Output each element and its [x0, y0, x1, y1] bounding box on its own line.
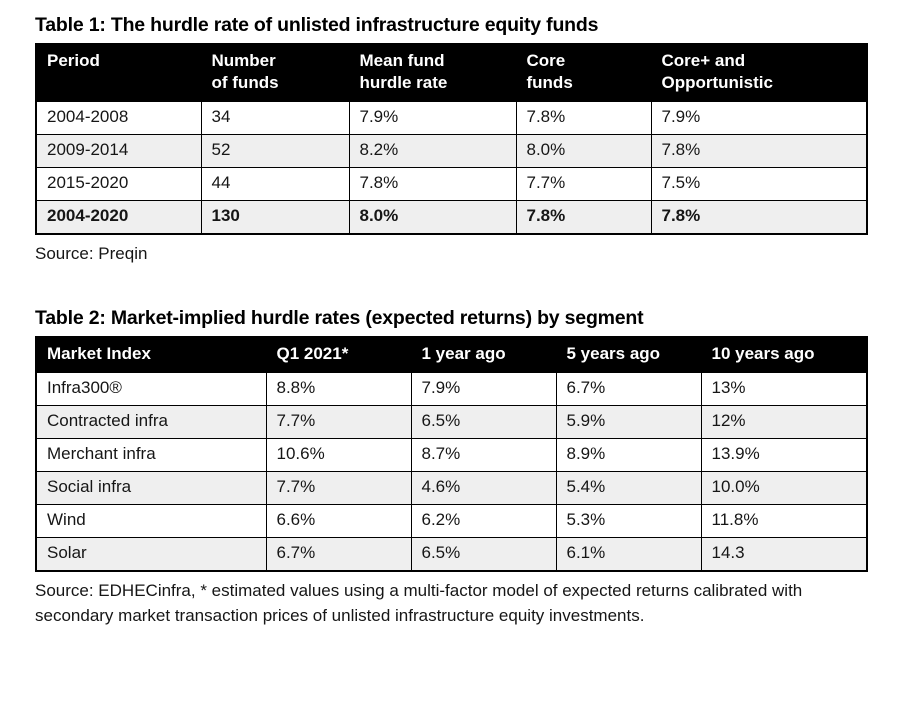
table-cell: Solar	[35, 536, 267, 572]
table-cell: 8.2%	[348, 134, 517, 169]
table-cell: 14.3	[700, 536, 868, 572]
table-cell: Contracted infra	[35, 404, 267, 439]
table-cell: 7.8%	[515, 200, 652, 235]
table-cell: 52	[200, 134, 350, 169]
table-cell: 10.0%	[700, 470, 868, 505]
column-header-q1-2021: Q1 2021*	[265, 336, 412, 373]
table-row: Solar 6.7% 6.5% 6.1% 14.3	[35, 536, 868, 572]
table-row: 2015-2020 44 7.8% 7.7% 7.5%	[35, 167, 868, 202]
table-cell: 130	[200, 200, 350, 235]
table-cell: Merchant infra	[35, 437, 267, 472]
table-cell: 4.6%	[410, 470, 557, 505]
table-cell: 6.7%	[555, 371, 702, 406]
document: Table 1: The hurdle rate of unlisted inf…	[35, 14, 868, 628]
section-divider-space	[35, 267, 866, 307]
table-row: Wind 6.6% 6.2% 5.3% 11.8%	[35, 503, 868, 538]
table-cell: 8.8%	[265, 371, 412, 406]
table-cell: 6.6%	[265, 503, 412, 538]
table-cell: 2004-2020	[35, 200, 202, 235]
table-cell: 7.9%	[650, 101, 868, 136]
table-cell: 2015-2020	[35, 167, 202, 202]
table-row: Social infra 7.7% 4.6% 5.4% 10.0%	[35, 470, 868, 505]
table-cell: 5.9%	[555, 404, 702, 439]
table-cell: 11.8%	[700, 503, 868, 538]
table-row: 2004-2008 34 7.9% 7.8% 7.9%	[35, 101, 868, 136]
table-cell: 2004-2008	[35, 101, 202, 136]
table2-section: Table 2: Market-implied hurdle rates (ex…	[35, 306, 868, 628]
table-cell: 8.0%	[515, 134, 652, 169]
table-cell: 5.3%	[555, 503, 702, 538]
column-header-core-funds: Core funds	[515, 43, 652, 103]
table-cell: 6.7%	[265, 536, 412, 572]
table1-title: Table 1: The hurdle rate of unlisted inf…	[35, 14, 599, 36]
table-cell: 13%	[700, 371, 868, 406]
table-cell: 7.8%	[650, 134, 868, 169]
column-header-10-years-ago: 10 years ago	[700, 336, 868, 373]
table-cell: Infra300®	[35, 371, 267, 406]
table-cell: 10.6%	[265, 437, 412, 472]
table-cell: 6.5%	[410, 404, 557, 439]
table2-header-row: Market Index Q1 2021* 1 year ago 5 years…	[35, 336, 868, 373]
column-header-core-plus-opportunistic: Core+ and Opportunistic	[650, 43, 868, 103]
table-cell: 6.2%	[410, 503, 557, 538]
column-header-period: Period	[35, 43, 202, 103]
table-cell: 7.7%	[515, 167, 652, 202]
table-cell: 7.8%	[515, 101, 652, 136]
table-cell: 44	[200, 167, 350, 202]
column-header-5-years-ago: 5 years ago	[555, 336, 702, 373]
table2-source: Source: EDHECinfra, * estimated values u…	[35, 580, 803, 625]
table-row: Merchant infra 10.6% 8.7% 8.9% 13.9%	[35, 437, 868, 472]
column-header-1-year-ago: 1 year ago	[410, 336, 557, 373]
table-cell: 8.9%	[555, 437, 702, 472]
table-cell: 7.9%	[348, 101, 517, 136]
table-cell: Social infra	[35, 470, 267, 505]
table1-header-row: Period Number of funds Mean fund hurdle …	[35, 43, 868, 103]
table-cell: 34	[200, 101, 350, 136]
column-header-number-of-funds: Number of funds	[200, 43, 350, 103]
table-row: Contracted infra 7.7% 6.5% 5.9% 12%	[35, 404, 868, 439]
table-cell: Wind	[35, 503, 267, 538]
table-cell: 8.0%	[348, 200, 517, 235]
table-cell: 12%	[700, 404, 868, 439]
column-header-mean-fund-hurdle-rate: Mean fund hurdle rate	[348, 43, 517, 103]
table-cell: 6.1%	[555, 536, 702, 572]
table-cell: 7.8%	[650, 200, 868, 235]
table-cell: 7.5%	[650, 167, 868, 202]
table-cell: 7.7%	[265, 470, 412, 505]
table-row: 2009-2014 52 8.2% 8.0% 7.8%	[35, 134, 868, 169]
table1-source: Source: Preqin	[35, 244, 148, 264]
table-cell: 7.7%	[265, 404, 412, 439]
table-cell: 8.7%	[410, 437, 557, 472]
table-row: Infra300® 8.8% 7.9% 6.7% 13%	[35, 371, 868, 406]
table-cell: 7.9%	[410, 371, 557, 406]
table2-title: Table 2: Market-implied hurdle rates (ex…	[35, 306, 644, 329]
table-row-total: 2004-2020 130 8.0% 7.8% 7.8%	[35, 200, 868, 235]
table-cell: 6.5%	[410, 536, 557, 572]
table-cell: 7.8%	[348, 167, 517, 202]
table1: Period Number of funds Mean fund hurdle …	[35, 43, 868, 236]
table-cell: 13.9%	[700, 437, 868, 472]
table1-section: Table 1: The hurdle rate of unlisted inf…	[35, 14, 868, 267]
table-cell: 2009-2014	[35, 134, 202, 169]
column-header-market-index: Market Index	[35, 336, 267, 373]
table-cell: 5.4%	[555, 470, 702, 505]
table2: Market Index Q1 2021* 1 year ago 5 years…	[35, 335, 868, 572]
